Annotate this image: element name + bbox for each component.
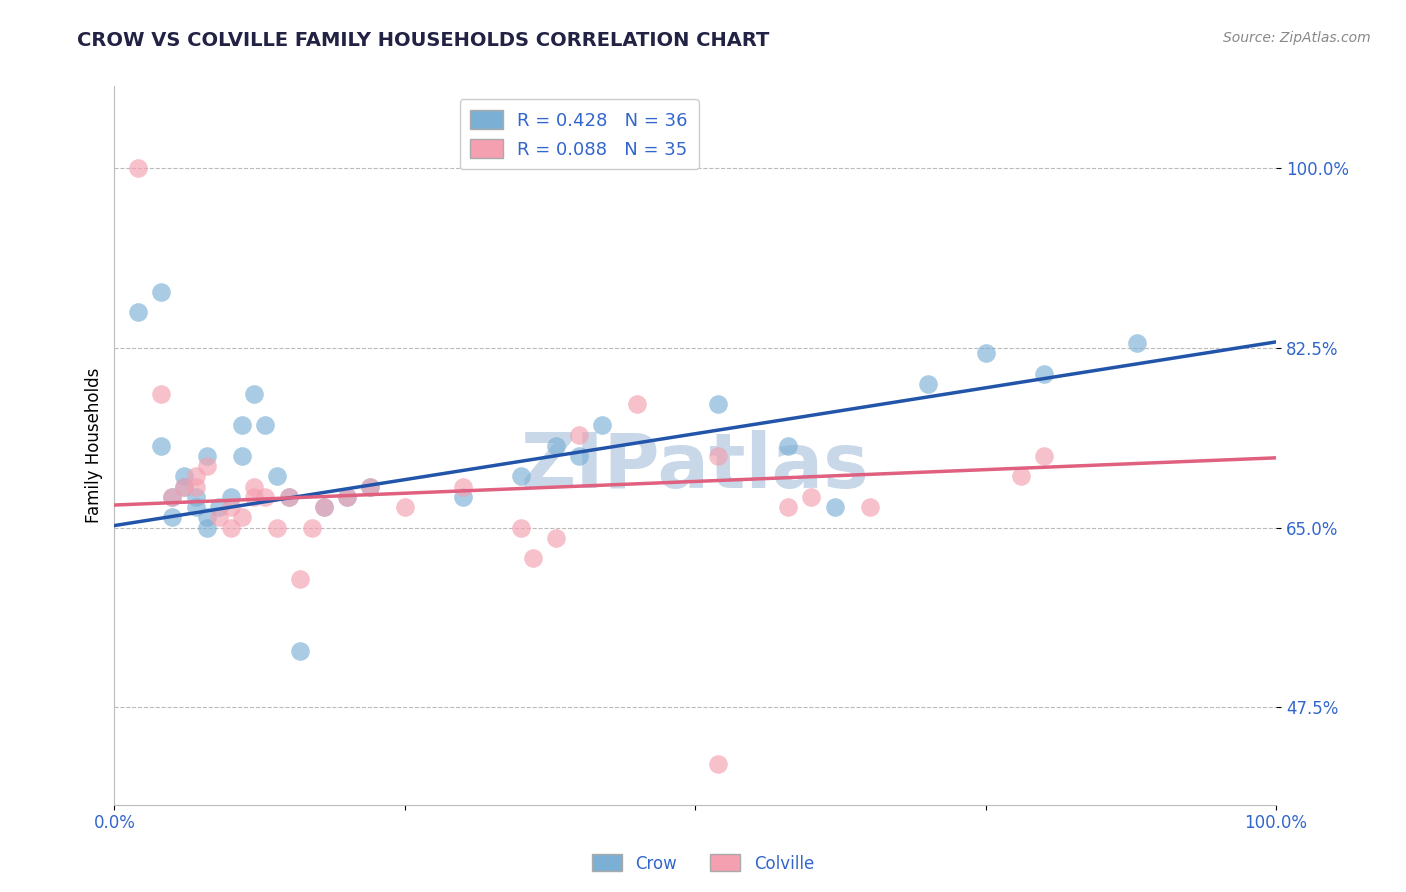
Point — [162, 510, 184, 524]
Point — [254, 490, 277, 504]
Point — [184, 479, 207, 493]
Point — [277, 490, 299, 504]
Point — [522, 551, 544, 566]
Point — [231, 449, 253, 463]
Text: CROW VS COLVILLE FAMILY HOUSEHOLDS CORRELATION CHART: CROW VS COLVILLE FAMILY HOUSEHOLDS CORRE… — [77, 31, 769, 50]
Point — [312, 500, 335, 514]
Point — [336, 490, 359, 504]
Point — [162, 490, 184, 504]
Point — [195, 458, 218, 473]
Point — [184, 500, 207, 514]
Point — [336, 490, 359, 504]
Point — [451, 479, 474, 493]
Point — [219, 490, 242, 504]
Legend: Crow, Colville: Crow, Colville — [585, 847, 821, 880]
Point — [568, 449, 591, 463]
Point — [544, 531, 567, 545]
Point — [359, 479, 381, 493]
Point — [162, 490, 184, 504]
Point — [231, 510, 253, 524]
Point — [544, 438, 567, 452]
Point — [778, 438, 800, 452]
Text: ZIPatlas: ZIPatlas — [522, 430, 869, 504]
Y-axis label: Family Households: Family Households — [86, 368, 103, 524]
Point — [266, 469, 288, 483]
Point — [858, 500, 880, 514]
Point — [195, 510, 218, 524]
Point — [626, 397, 648, 411]
Legend: R = 0.428   N = 36, R = 0.088   N = 35: R = 0.428 N = 36, R = 0.088 N = 35 — [460, 99, 699, 169]
Point — [127, 161, 149, 176]
Point — [591, 417, 613, 432]
Point — [243, 490, 266, 504]
Point — [824, 500, 846, 514]
Point — [1125, 335, 1147, 350]
Point — [266, 520, 288, 534]
Point — [974, 346, 997, 360]
Point — [800, 490, 823, 504]
Point — [301, 520, 323, 534]
Point — [290, 644, 312, 658]
Point — [195, 520, 218, 534]
Point — [149, 438, 172, 452]
Point — [208, 500, 231, 514]
Point — [707, 449, 730, 463]
Point — [707, 756, 730, 771]
Point — [510, 469, 533, 483]
Point — [778, 500, 800, 514]
Point — [917, 376, 939, 391]
Point — [195, 449, 218, 463]
Point — [184, 490, 207, 504]
Point — [173, 479, 195, 493]
Point — [243, 479, 266, 493]
Point — [184, 469, 207, 483]
Point — [1032, 449, 1054, 463]
Point — [312, 500, 335, 514]
Point — [219, 500, 242, 514]
Point — [277, 490, 299, 504]
Point — [149, 387, 172, 401]
Point — [394, 500, 416, 514]
Point — [231, 417, 253, 432]
Point — [149, 285, 172, 299]
Point — [219, 520, 242, 534]
Point — [173, 479, 195, 493]
Point — [290, 572, 312, 586]
Point — [568, 428, 591, 442]
Point — [510, 520, 533, 534]
Point — [707, 397, 730, 411]
Point — [1010, 469, 1032, 483]
Point — [127, 305, 149, 319]
Point — [1032, 367, 1054, 381]
Text: Source: ZipAtlas.com: Source: ZipAtlas.com — [1223, 31, 1371, 45]
Point — [173, 469, 195, 483]
Point — [359, 479, 381, 493]
Point — [254, 417, 277, 432]
Point — [451, 490, 474, 504]
Point — [208, 510, 231, 524]
Point — [243, 387, 266, 401]
